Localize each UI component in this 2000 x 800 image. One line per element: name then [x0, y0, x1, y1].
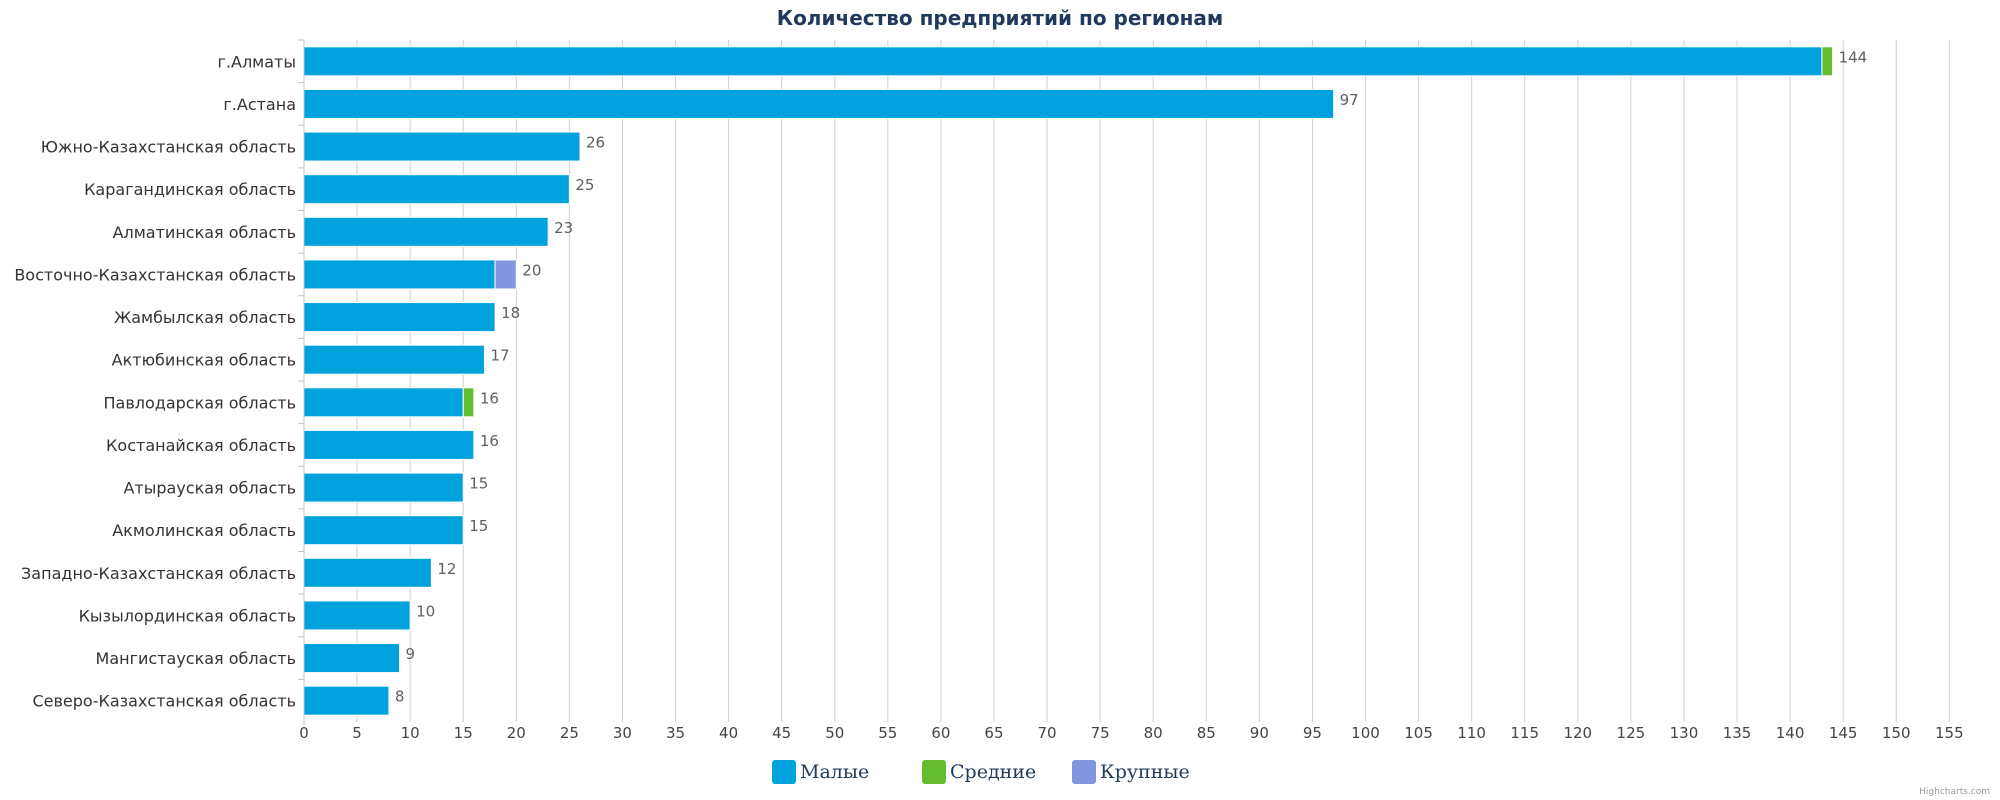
- legend-label: Малые: [800, 761, 869, 783]
- data-label: 10: [416, 602, 435, 620]
- data-label: 144: [1839, 48, 1868, 66]
- bar-segment[interactable]: [303, 643, 401, 674]
- data-label: 17: [490, 347, 509, 365]
- x-tick-label: 155: [1935, 724, 1964, 742]
- bar-segment[interactable]: [303, 387, 464, 418]
- bar-segment[interactable]: [303, 472, 464, 503]
- x-tick-label: 85: [1197, 724, 1216, 742]
- x-tick-label: 75: [1091, 724, 1110, 742]
- bar-segment[interactable]: [303, 259, 496, 290]
- x-tick-label: 35: [666, 724, 685, 742]
- bar-segment[interactable]: [303, 600, 411, 631]
- x-tick-label: 115: [1510, 724, 1539, 742]
- bar-segment[interactable]: [303, 515, 464, 546]
- x-tick-label: 125: [1617, 724, 1646, 742]
- x-tick-label: 95: [1303, 724, 1322, 742]
- x-tick-label: 70: [1038, 724, 1057, 742]
- legend-item[interactable]: Крупные: [1072, 760, 1190, 784]
- legend-item[interactable]: Средние: [922, 760, 1036, 784]
- x-tick-label: 130: [1670, 724, 1699, 742]
- bar-segment[interactable]: [303, 429, 475, 460]
- data-label: 25: [575, 176, 594, 194]
- data-label: 15: [469, 517, 488, 535]
- category-label: Атырауская область: [123, 479, 296, 498]
- category-label: Южно-Казахстанская область: [41, 138, 296, 157]
- bar-segment[interactable]: [462, 387, 475, 418]
- data-label: 26: [586, 134, 605, 152]
- category-label: Павлодарская область: [103, 393, 296, 412]
- legend-label: Крупные: [1100, 761, 1190, 783]
- bar-segment[interactable]: [303, 557, 432, 588]
- legend-swatch: [1072, 760, 1096, 784]
- category-label: г.Астана: [223, 95, 296, 114]
- x-tick-label: 65: [984, 724, 1003, 742]
- category-label: Актюбинская область: [112, 351, 296, 370]
- x-tick-label: 55: [878, 724, 897, 742]
- x-tick-label: 60: [931, 724, 950, 742]
- chart-title: Количество предприятий по регионам: [777, 6, 1224, 30]
- category-label: Северо-Казахстанская область: [32, 692, 296, 711]
- data-label: 23: [554, 219, 573, 237]
- data-label: 16: [480, 432, 499, 450]
- data-label: 20: [522, 261, 541, 279]
- category-label: Кызылординская область: [79, 606, 296, 625]
- x-tick-label: 40: [719, 724, 738, 742]
- x-tick-label: 5: [352, 724, 362, 742]
- category-label: Акмолинская область: [112, 521, 296, 540]
- x-tick-label: 20: [507, 724, 526, 742]
- legend-label: Средние: [950, 761, 1036, 783]
- data-label: 18: [501, 304, 520, 322]
- x-tick-label: 45: [772, 724, 791, 742]
- category-label: Карагандинская область: [84, 180, 296, 199]
- category-label: Восточно-Казахстанская область: [14, 265, 296, 284]
- category-label: Алматинская область: [113, 223, 296, 242]
- x-tick-label: 80: [1144, 724, 1163, 742]
- bar-segment[interactable]: [303, 174, 570, 205]
- x-tick-label: 10: [401, 724, 420, 742]
- bar-segment[interactable]: [303, 344, 485, 375]
- legend-swatch: [922, 760, 946, 784]
- category-label: Костанайская область: [106, 436, 296, 455]
- data-label: 16: [480, 389, 499, 407]
- legend-item[interactable]: Малые: [772, 760, 869, 784]
- bar-segment[interactable]: [303, 685, 390, 716]
- x-tick-label: 25: [560, 724, 579, 742]
- x-tick-label: 15: [454, 724, 473, 742]
- bar-segment[interactable]: [1821, 46, 1834, 77]
- bar-segment[interactable]: [303, 302, 496, 333]
- x-tick-label: 110: [1457, 724, 1486, 742]
- category-label: Западно-Казахстанская область: [21, 564, 296, 583]
- x-tick-label: 135: [1723, 724, 1752, 742]
- x-tick-label: 150: [1882, 724, 1911, 742]
- data-label: 15: [469, 475, 488, 493]
- category-label: Жамбылская область: [114, 308, 296, 327]
- category-label: г.Алматы: [218, 52, 297, 71]
- x-tick-label: 90: [1250, 724, 1269, 742]
- bar-segment[interactable]: [494, 259, 517, 290]
- bar-segment[interactable]: [303, 131, 581, 162]
- data-label: 97: [1340, 91, 1359, 109]
- data-label: 8: [395, 688, 405, 706]
- legend[interactable]: Малые Средние Крупные: [772, 760, 1190, 784]
- x-tick-label: 30: [613, 724, 632, 742]
- x-tick-label: 140: [1776, 724, 1805, 742]
- x-tick-label: 50: [825, 724, 844, 742]
- x-tick-label: 120: [1563, 724, 1592, 742]
- bar-segment[interactable]: [303, 46, 1823, 77]
- data-label: 12: [437, 560, 456, 578]
- x-tick-label: 0: [299, 724, 309, 742]
- x-tick-label: 100: [1351, 724, 1380, 742]
- legend-swatch: [772, 760, 796, 784]
- category-label: Мангистауская область: [96, 649, 296, 668]
- axis-layer: 0 5 10 15 20 25 30 35 40 45 50 55 60 65 70 75 80 85 90 95 10…: [14, 39, 1964, 742]
- credits[interactable]: Highcharts.com: [1919, 787, 1990, 797]
- x-tick-label: 105: [1404, 724, 1433, 742]
- data-label: 9: [406, 645, 416, 663]
- bar-segment[interactable]: [303, 216, 549, 247]
- x-tick-label: 145: [1829, 724, 1858, 742]
- bar-segment[interactable]: [303, 88, 1335, 119]
- bar-layer: 144 97 26 25 23 20 18 17 16 16 15 15 12 10 9 8: [303, 46, 1868, 716]
